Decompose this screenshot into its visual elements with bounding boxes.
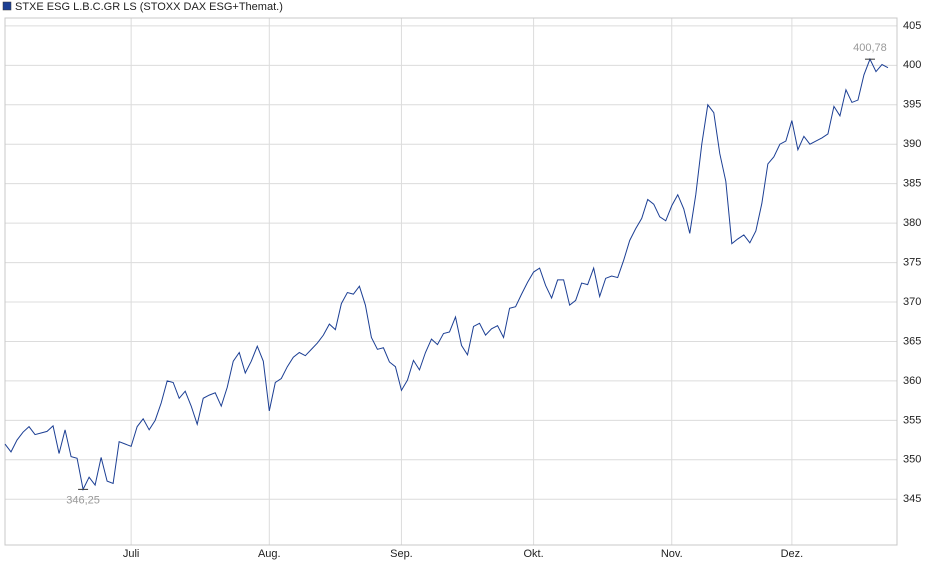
y-tick-label: 345 [903,493,921,505]
y-tick-label: 395 [903,99,921,111]
x-tick-label: Aug. [258,548,281,560]
y-tick-label: 390 [903,138,921,150]
y-tick-label: 375 [903,256,921,268]
x-tick-label: Juli [123,548,140,560]
x-tick-label: Sep. [390,548,413,560]
y-tick-label: 370 [903,296,921,308]
y-tick-label: 365 [903,335,921,347]
y-tick-label: 350 [903,454,921,466]
y-tick-label: 360 [903,375,921,387]
x-tick-label: Dez. [781,548,804,560]
y-tick-label: 405 [903,20,921,32]
legend-label: STXE ESG L.B.C.GR LS (STOXX DAX ESG+Them… [15,1,283,13]
y-tick-label: 400 [903,59,921,71]
y-tick-label: 355 [903,414,921,426]
annotation-label: 400,78 [853,42,887,54]
annotation-label: 346,25 [66,494,100,506]
line-series [4,57,889,491]
x-tick-label: Okt. [524,548,544,560]
x-tick-label: Nov. [661,548,683,560]
plot-frame [4,17,898,546]
y-tick-label: 380 [903,217,921,229]
legend-swatch [2,1,12,11]
y-tick-label: 385 [903,178,921,190]
